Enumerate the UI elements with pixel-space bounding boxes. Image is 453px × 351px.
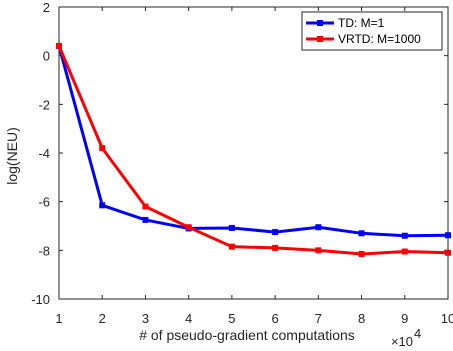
y-tick-label: 2 bbox=[43, 0, 50, 15]
series-line-1 bbox=[57, 45, 449, 238]
x-multiplier-label: ×10 bbox=[391, 334, 413, 349]
data-point bbox=[445, 249, 451, 256]
legend-label: TD: M=1 bbox=[338, 16, 385, 30]
y-tick-label: -4 bbox=[38, 146, 50, 161]
x-tick-label: 6 bbox=[271, 311, 278, 326]
legend-box bbox=[301, 11, 443, 51]
x-tick-label: 2 bbox=[99, 311, 106, 326]
x-tick-label: 4 bbox=[185, 311, 192, 326]
data-point bbox=[99, 145, 106, 152]
x-tick-label: 9 bbox=[401, 311, 408, 326]
plot-frame bbox=[58, 6, 449, 300]
data-point bbox=[358, 250, 365, 257]
y-axis-label: log(NEU) bbox=[4, 127, 20, 185]
series-layer bbox=[56, 42, 451, 257]
data-point bbox=[185, 224, 192, 231]
legend-swatch-marker bbox=[317, 36, 323, 42]
y-tick-label: -2 bbox=[38, 97, 50, 112]
legend: TD: M=1 VRTD: M=1000 bbox=[301, 11, 443, 51]
data-point bbox=[401, 248, 408, 255]
y-tick-label: -10 bbox=[31, 292, 50, 307]
x-tick-label: 8 bbox=[358, 311, 365, 326]
y-tick-label: -6 bbox=[38, 195, 50, 210]
x-tick-label: 5 bbox=[228, 311, 235, 326]
data-point bbox=[56, 42, 62, 49]
data-point bbox=[142, 203, 149, 210]
x-tick-label: 3 bbox=[142, 311, 149, 326]
series-line-2 bbox=[57, 45, 449, 256]
x-tick-label: 7 bbox=[315, 311, 322, 326]
x-tick-label: 10 bbox=[441, 311, 453, 326]
data-point bbox=[315, 224, 322, 231]
data-point bbox=[99, 202, 106, 209]
data-point bbox=[401, 232, 408, 239]
x-tick-label: 1 bbox=[55, 311, 62, 326]
data-point bbox=[228, 243, 235, 250]
data-point bbox=[315, 247, 322, 254]
x-multiplier-exponent: 4 bbox=[414, 326, 421, 341]
data-point bbox=[272, 244, 279, 251]
y-tick-label: -8 bbox=[38, 243, 50, 258]
data-point bbox=[358, 230, 365, 237]
legend-swatch-marker bbox=[317, 20, 323, 26]
x-axis-label: # of pseudo-gradient computations bbox=[139, 327, 355, 343]
y-tick-label: 0 bbox=[43, 49, 50, 64]
legend-label: VRTD: M=1000 bbox=[338, 32, 421, 46]
data-point bbox=[228, 224, 235, 231]
data-point bbox=[445, 232, 451, 239]
data-point bbox=[142, 216, 149, 223]
data-point bbox=[272, 229, 279, 236]
axes: 1 2 3 4 5 6 7 8 9 10 -10 -8 -6 -4 -2 0 2 bbox=[31, 0, 453, 326]
